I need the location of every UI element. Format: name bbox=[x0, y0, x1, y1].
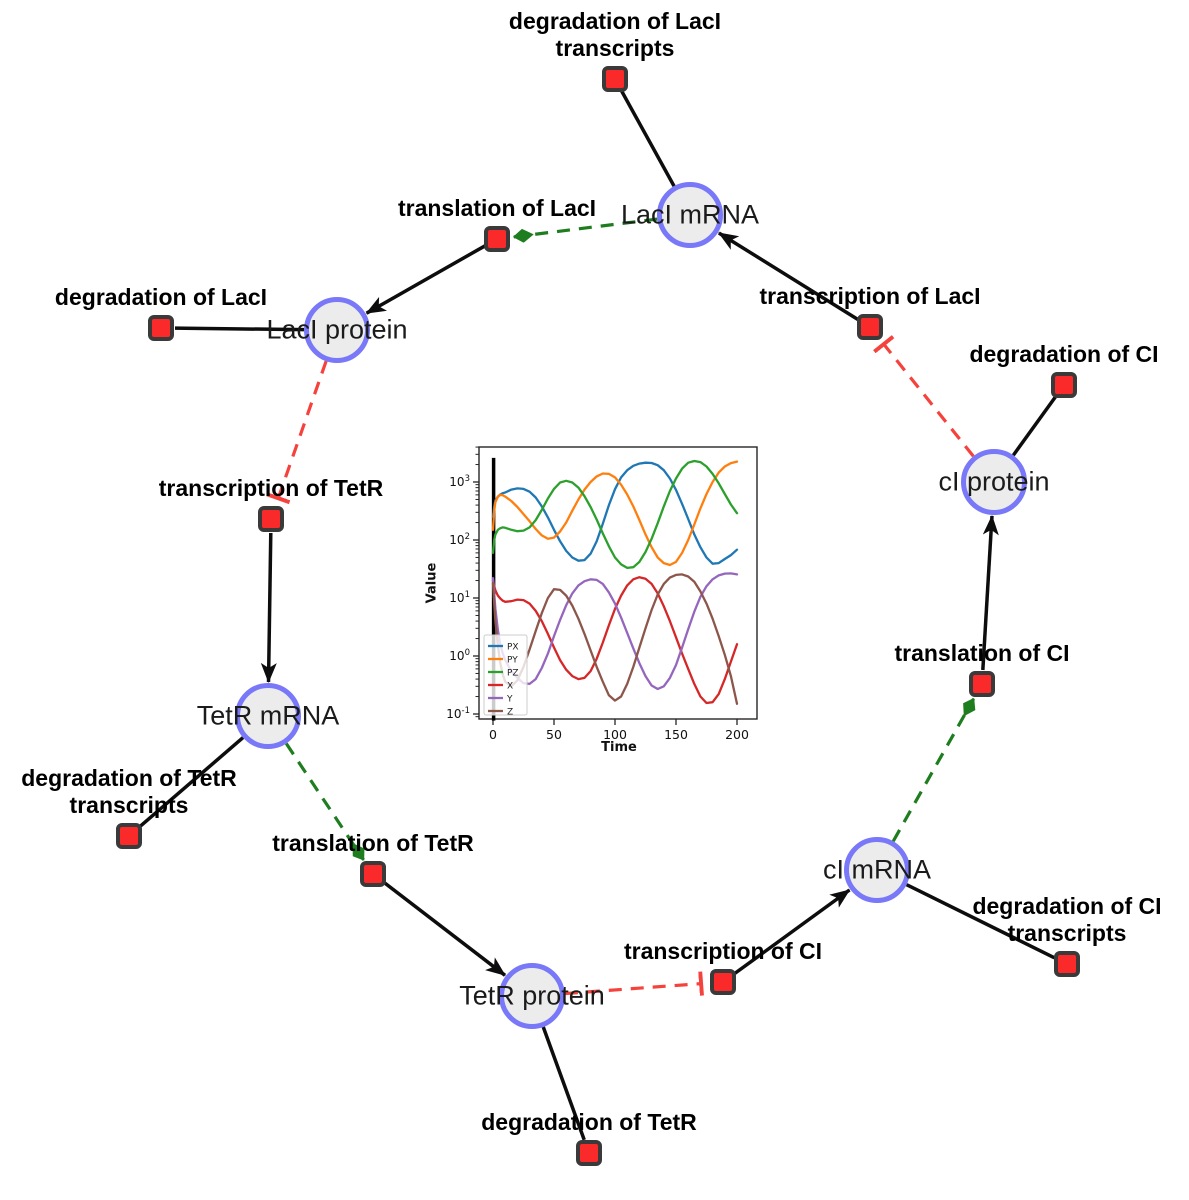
reaction-node-degradation-of-tetr[interactable] bbox=[576, 1140, 602, 1166]
species-label-ci-mrna: cI mRNA bbox=[823, 854, 931, 885]
edge-inhibition-tetr-protein-to-transcription-of-ci bbox=[564, 971, 704, 996]
edge-inhibition-laci-protein-to-transcription-of-tetr bbox=[266, 360, 328, 505]
reaction-label-translation-of-tetr: translation of TetR bbox=[272, 830, 474, 856]
chart-axes-frame bbox=[478, 446, 758, 720]
reaction-node-degradation-of-tetr-transcripts[interactable] bbox=[116, 823, 142, 849]
species-label-tetr-mrna: TetR mRNA bbox=[196, 700, 340, 731]
inset-plot: 10-1 100 101 102 103 0 50 100 150 200 PX PY PZ X Y Z bbox=[420, 430, 780, 765]
chart-x-tick-label: 200 bbox=[725, 727, 749, 742]
reaction-label-degradation-of-ci-transcripts: degradation of CI transcripts bbox=[972, 893, 1162, 946]
chart-y-tick-label: 10-1 bbox=[446, 706, 470, 721]
reaction-node-degradation-of-laci-transcripts[interactable] bbox=[602, 66, 628, 92]
reaction-label-transcription-of-tetr: transcription of TetR bbox=[158, 475, 384, 501]
legend-label-X: X bbox=[507, 682, 513, 692]
edge-modifier-laci-mrna-to-translation-of-laci bbox=[512, 217, 658, 243]
chart-y-axis-label: Value bbox=[424, 562, 440, 604]
species-node-tetr-protein[interactable] bbox=[499, 963, 565, 1029]
reaction-label-transcription-of-ci: transcription of CI bbox=[623, 938, 823, 964]
species-label-laci-mrna: LacI mRNA bbox=[620, 199, 760, 230]
edge-consumption-tetr-mrna-to-degradation-of-tetr-transcripts bbox=[138, 736, 245, 829]
reaction-node-translation-of-laci[interactable] bbox=[484, 226, 510, 252]
legend-label-PX: PX bbox=[507, 643, 519, 653]
edge-consumption-laci-protein-to-degradation-of-laci bbox=[174, 326, 305, 332]
edge-inhibition-ci-protein-to-transcription-of-laci bbox=[873, 335, 975, 458]
species-node-tetr-mrna[interactable] bbox=[235, 683, 301, 749]
chart-x-tick-label: 150 bbox=[664, 727, 688, 742]
reaction-label-degradation-of-laci-transcripts: degradation of LacI transcripts bbox=[508, 8, 722, 61]
legend-label-Z: Z bbox=[507, 708, 513, 718]
reaction-node-translation-of-tetr[interactable] bbox=[360, 861, 386, 887]
edge-consumption-laci-mrna-to-degradation-of-laci-transcripts bbox=[620, 90, 676, 187]
species-node-ci-protein[interactable] bbox=[961, 449, 1027, 515]
chart-x-tick-label: 50 bbox=[546, 727, 562, 742]
species-label-tetr-protein: TetR protein bbox=[459, 980, 605, 1011]
legend-label-Y: Y bbox=[506, 695, 513, 705]
species-node-laci-protein[interactable] bbox=[304, 297, 370, 363]
reaction-node-degradation-of-ci[interactable] bbox=[1051, 372, 1077, 398]
edge-modifier-ci-mrna-to-translation-of-ci bbox=[891, 697, 976, 843]
edge-production-transcription-of-ci-to-ci-mrna bbox=[733, 888, 851, 976]
chart-series-PY bbox=[491, 460, 739, 567]
chart-series-PZ bbox=[491, 459, 739, 570]
reaction-node-transcription-of-laci[interactable] bbox=[857, 314, 883, 340]
reaction-label-translation-of-ci: translation of CI bbox=[894, 640, 1070, 666]
chart-x-axis-label: Time bbox=[601, 740, 637, 755]
edge-consumption-ci-protein-to-degradation-of-ci bbox=[1011, 395, 1058, 457]
reaction-label-degradation-of-tetr-transcripts: degradation of TetR transcripts bbox=[21, 765, 237, 818]
species-label-ci-protein: cI protein bbox=[938, 466, 1050, 497]
reaction-node-degradation-of-ci-transcripts[interactable] bbox=[1054, 951, 1080, 977]
edge-consumption-tetr-protein-to-degradation-of-tetr bbox=[541, 1026, 586, 1141]
chart-series-X bbox=[491, 576, 739, 705]
reaction-label-translation-of-laci: translation of LacI bbox=[397, 195, 597, 221]
edge-production-translation-of-laci-to-laci-protein bbox=[365, 244, 486, 315]
edge-production-transcription-of-tetr-to-tetr-mrna bbox=[260, 532, 277, 684]
reaction-label-transcription-of-laci: transcription of LacI bbox=[759, 283, 981, 309]
chart-legend-box bbox=[483, 634, 528, 716]
inset-plot-svg: 10-1 100 101 102 103 0 50 100 150 200 PX PY PZ XYZ bbox=[446, 446, 758, 742]
reaction-node-transcription-of-ci[interactable] bbox=[710, 969, 736, 995]
reaction-node-degradation-of-laci[interactable] bbox=[148, 315, 174, 341]
chart-x-tick-label: 100 bbox=[603, 727, 627, 742]
chart-y-tick-label: 102 bbox=[449, 532, 470, 547]
chart-y-tick-label: 100 bbox=[449, 648, 470, 663]
chart-x-tick-label: 0 bbox=[489, 727, 497, 742]
reaction-label-degradation-of-laci: degradation of LacI bbox=[54, 284, 268, 310]
edge-modifier-tetr-mrna-to-translation-of-tetr bbox=[284, 742, 365, 861]
species-node-ci-mrna[interactable] bbox=[844, 837, 910, 903]
reaction-label-degradation-of-ci: degradation of CI bbox=[969, 341, 1159, 367]
reaction-label-degradation-of-tetr: degradation of TetR bbox=[481, 1109, 697, 1135]
legend-label-PY: PY bbox=[507, 656, 518, 666]
reaction-node-transcription-of-tetr[interactable] bbox=[258, 506, 284, 532]
legend-label-PZ: PZ bbox=[507, 669, 519, 679]
edge-production-translation-of-tetr-to-tetr-protein bbox=[383, 881, 507, 977]
species-label-laci-protein: LacI protein bbox=[266, 314, 408, 345]
edge-production-translation-of-ci-to-ci-protein bbox=[981, 514, 999, 671]
reaction-node-translation-of-ci[interactable] bbox=[969, 671, 995, 697]
chart-y-tick-label: 101 bbox=[449, 590, 470, 605]
edge-consumption-ci-mrna-to-degradation-of-ci-transcripts bbox=[905, 883, 1056, 960]
edge-production-transcription-of-laci-to-laci-mrna bbox=[717, 231, 860, 322]
chart-y-tick-label: 103 bbox=[449, 474, 470, 489]
species-node-laci-mrna[interactable] bbox=[657, 182, 723, 248]
